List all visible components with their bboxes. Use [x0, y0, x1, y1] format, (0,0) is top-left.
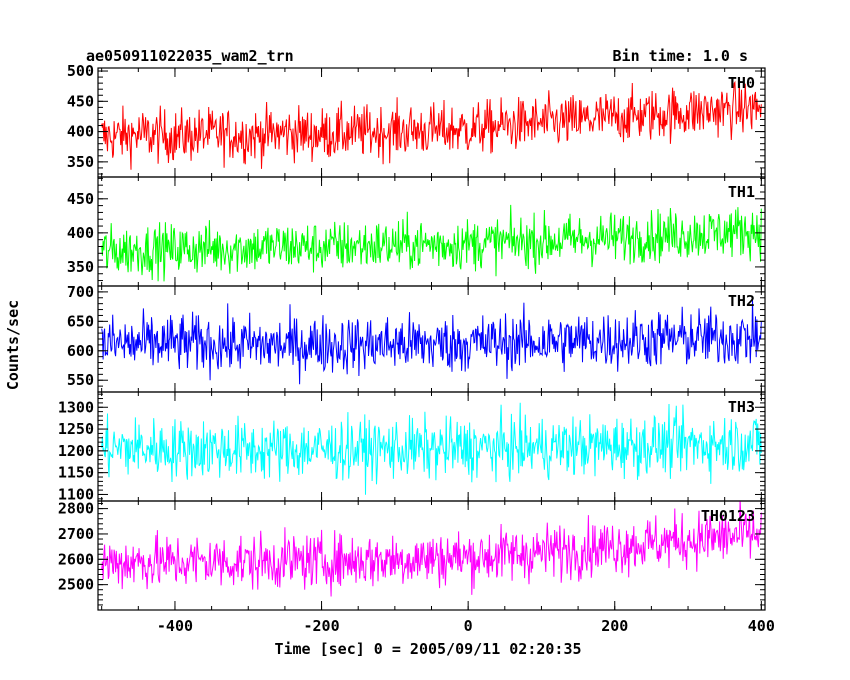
y-tick-label: 600 — [67, 342, 94, 360]
y-tick-label: 1150 — [58, 464, 94, 482]
panels: 350 400 450 500 TH0 350 400 450 TH1 550 600 650 700 T… — [58, 62, 775, 635]
y-tick-label: 1100 — [58, 485, 94, 503]
series-line-th0 — [101, 78, 762, 170]
y-tick-label: 700 — [67, 283, 94, 301]
y-tick-label: 450 — [67, 190, 94, 208]
series-line-th1 — [101, 204, 762, 282]
series-line-th0123 — [101, 501, 762, 597]
bin-time-label: Bin time: 1.0 s — [613, 47, 748, 65]
y-tick-label: 650 — [67, 312, 94, 330]
y-tick-label: 1250 — [58, 420, 94, 438]
x-tick-label: 200 — [601, 617, 628, 635]
y-tick-label: 350 — [67, 153, 94, 171]
y-tick-label: 2500 — [58, 576, 94, 594]
y-tick-label: 350 — [67, 258, 94, 276]
panel-th0123: 2500 2600 2700 2800 TH0123 — [58, 500, 766, 611]
y-tick-label: 2800 — [58, 500, 94, 518]
y-tick-label: 400 — [67, 224, 94, 242]
panel-label-th0: TH0 — [728, 74, 755, 92]
y-tick-label: 2700 — [58, 525, 94, 543]
panel-label-th0123: TH0123 — [701, 507, 755, 525]
y-axis-label: Counts/sec — [4, 300, 22, 390]
series-line-th2 — [101, 298, 762, 385]
x-tick-label: 0 — [464, 617, 473, 635]
x-tick-label: 400 — [748, 617, 775, 635]
y-tick-label: 1300 — [58, 398, 94, 416]
y-tick-label: 2600 — [58, 550, 94, 568]
panel-label-th2: TH2 — [728, 292, 755, 310]
y-tick-label: 500 — [67, 62, 94, 80]
panel-label-th3: TH3 — [728, 398, 755, 416]
y-tick-label: 1200 — [58, 442, 94, 460]
series-line-th3 — [101, 402, 762, 495]
panel-th0: 350 400 450 500 TH0 — [67, 62, 766, 178]
x-axis-label: Time [sec] 0 = 2005/09/11 02:20:35 — [274, 640, 581, 658]
panel-th3: 1100 1150 1200 1250 1300 TH3 — [58, 391, 766, 503]
panel-label-th1: TH1 — [728, 183, 755, 201]
panel-th2: 550 600 650 700 TH2 — [67, 283, 766, 393]
y-tick-label: 450 — [67, 92, 94, 110]
panel-th1: 350 400 450 TH1 — [67, 176, 766, 287]
x-tick-label: -400 — [157, 617, 193, 635]
y-tick-label: 400 — [67, 123, 94, 141]
chart-title: ae050911022035_wam2_trn — [86, 47, 294, 65]
x-tick-label: -200 — [303, 617, 339, 635]
y-tick-label: 550 — [67, 371, 94, 389]
